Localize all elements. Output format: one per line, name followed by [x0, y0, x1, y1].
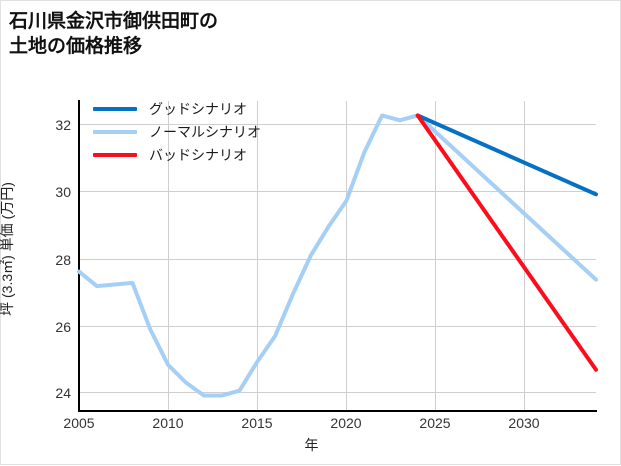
- legend-item-good[interactable]: グッドシナリオ: [93, 97, 261, 120]
- gridline-x-2020: [346, 101, 347, 410]
- x-tick-label-2005: 2005: [63, 415, 95, 431]
- chart-legend: グッドシナリオ ノーマルシナリオ バッドシナリオ: [93, 97, 261, 166]
- legend-swatch-normal: [93, 129, 137, 134]
- legend-label-good: グッドシナリオ: [149, 100, 247, 117]
- y-tick-label-26: 26: [55, 319, 71, 335]
- legend-item-bad[interactable]: バッドシナリオ: [93, 143, 261, 166]
- legend-swatch-bad: [93, 152, 137, 157]
- gridline-y-24: [79, 392, 596, 393]
- y-axis-label-text: 坪 (3.3㎡) 単価 (万円): [0, 182, 15, 316]
- x-tick-label-2010: 2010: [152, 415, 184, 431]
- x-tick-label-2030: 2030: [508, 415, 540, 431]
- x-tick-label-2015: 2015: [241, 415, 273, 431]
- gridline-y-26: [79, 326, 596, 327]
- gridline-x-2025: [435, 101, 436, 410]
- legend-item-normal[interactable]: ノーマルシナリオ: [93, 120, 261, 143]
- x-axis-spine: [78, 410, 597, 412]
- y-tick-label-24: 24: [55, 385, 71, 401]
- y-tick-label-28: 28: [55, 252, 71, 268]
- y-axis-label: 坪 (3.3㎡) 単価 (万円): [0, 0, 17, 316]
- x-tick-label-2025: 2025: [419, 415, 451, 431]
- legend-label-bad: バッドシナリオ: [149, 146, 247, 163]
- gridline-y-30: [79, 191, 596, 192]
- y-tick-label-32: 32: [55, 117, 71, 133]
- y-tick-label-30: 30: [55, 184, 71, 200]
- legend-label-normal: ノーマルシナリオ: [149, 123, 261, 140]
- page-title: 石川県金沢市御供田町の 土地の価格推移: [9, 11, 219, 58]
- x-axis-label: 年: [304, 437, 319, 453]
- y-axis-spine: [78, 100, 80, 412]
- gridline-x-2030: [524, 101, 525, 410]
- legend-swatch-good: [93, 106, 137, 111]
- gridline-y-28: [79, 259, 596, 260]
- x-tick-label-2020: 2020: [330, 415, 362, 431]
